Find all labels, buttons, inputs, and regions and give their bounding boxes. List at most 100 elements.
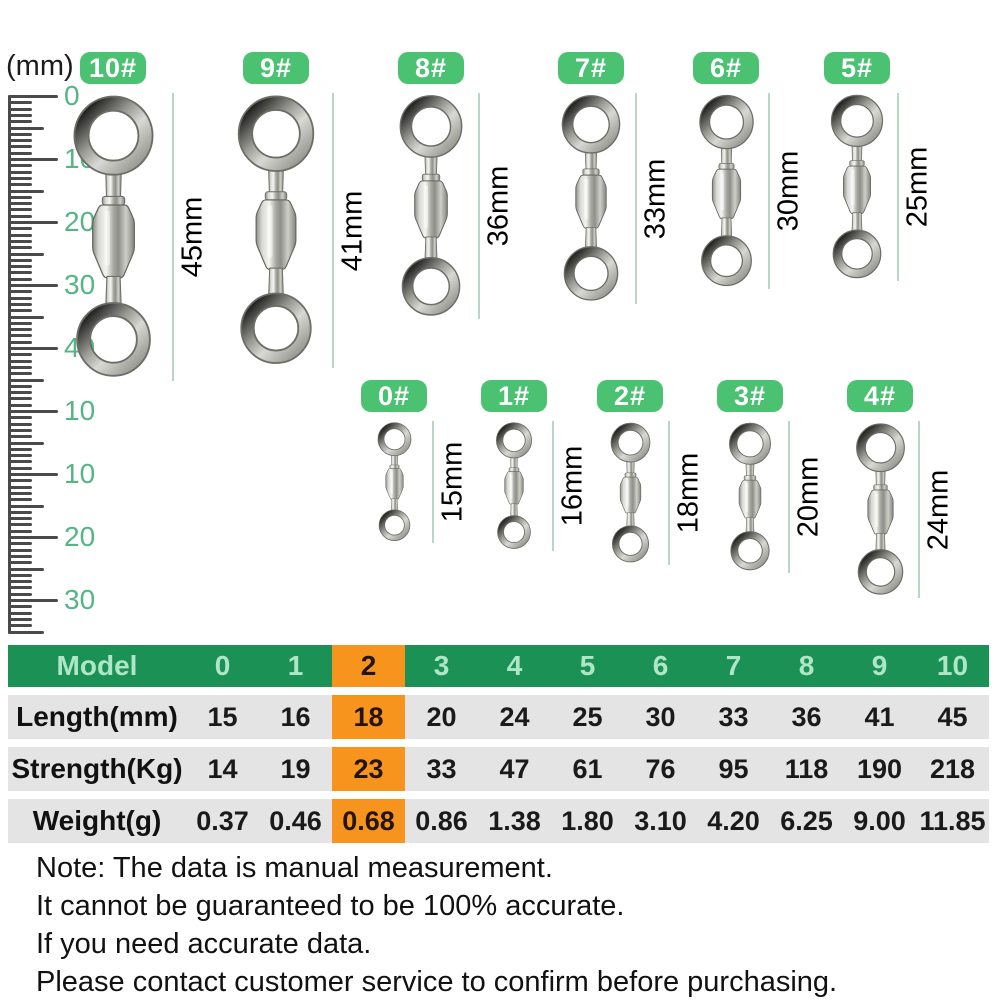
ruler-tick: [8, 561, 32, 565]
ruler-tick: [8, 302, 32, 306]
ruler-tick: [8, 403, 32, 407]
ruler-tick: [8, 498, 32, 502]
ruler-tick: [8, 353, 32, 357]
length-label: 15mm: [436, 441, 469, 523]
ruler-tick: [8, 592, 32, 596]
table-cell: 1.38: [478, 799, 551, 843]
table-cell: 3.10: [624, 799, 697, 843]
table-header-cell: 9: [843, 645, 916, 687]
ruler-tick: [8, 315, 44, 319]
ruler-tick: [8, 504, 44, 508]
table-cell: 45: [916, 695, 989, 739]
ruler-tick: [8, 359, 32, 363]
ruler-tick: [8, 529, 32, 533]
ruler-tick: [8, 252, 44, 256]
ruler-tick: [8, 120, 32, 124]
ruler-tick: [8, 567, 44, 571]
measure-line: [897, 93, 899, 281]
row-label: Weight(g): [8, 799, 186, 843]
ruler-tick: [8, 365, 32, 369]
ruler-tick: [8, 214, 32, 218]
swivel-image: [73, 95, 153, 377]
length-label: 41mm: [336, 190, 369, 271]
ruler-tick: [8, 113, 32, 117]
ruler-tick: [8, 290, 32, 294]
note-line: If you need accurate data.: [36, 928, 372, 960]
measure-line: [478, 93, 480, 319]
ruler-tick: [8, 466, 32, 470]
ruler-tick: [8, 202, 32, 206]
table-cell: 118: [770, 747, 843, 791]
measure-line: [552, 421, 554, 551]
ruler-tick: [8, 309, 32, 313]
measure-line: [332, 93, 334, 368]
length-label: 36mm: [482, 165, 515, 247]
size-badge: 3#: [717, 380, 783, 412]
spec-table: Model 0 1 2 3 4 5 6 7 8 9 10 Length(mm) 15 16 18 20 24 25 3…: [8, 645, 989, 851]
note-line: Note: The data is manual measurement.: [36, 852, 553, 884]
ruler-spine: [8, 95, 11, 634]
table-cell: 1.80: [551, 799, 624, 843]
note-line: Please contact customer service to confi…: [36, 966, 838, 998]
ruler-tick: [8, 573, 32, 577]
ruler-tick: [8, 340, 32, 344]
table-header-cell: 5: [551, 645, 624, 687]
table-cell: 33: [405, 747, 478, 791]
size-badge: 6#: [693, 52, 759, 84]
ruler-tick: [8, 384, 32, 388]
ruler-tick: [8, 170, 32, 174]
ruler-tick: [8, 536, 58, 539]
table-header-row: Model 0 1 2 3 4 5 6 7 8 9 10: [8, 645, 989, 687]
swivel-figure: 1# 16mm: [481, 380, 592, 551]
ruler-tick: [8, 580, 32, 584]
table-header-cell: 6: [624, 645, 697, 687]
ruler-tick: [8, 422, 32, 426]
ruler-label: 20: [64, 206, 96, 237]
ruler-tick: [8, 126, 44, 130]
ruler-tick: [8, 611, 32, 615]
ruler-tick: [8, 151, 32, 155]
ruler-tick: [8, 605, 32, 609]
swivel-image: [830, 94, 884, 279]
ruler-tick: [8, 447, 32, 451]
table-cell: 23: [332, 747, 405, 791]
table-cell: 0.46: [259, 799, 332, 843]
ruler-tick: [8, 586, 32, 590]
ruler-tick: [8, 542, 32, 546]
ruler-tick: [8, 378, 44, 382]
length-label: 20mm: [792, 456, 825, 538]
length-label: 33mm: [639, 158, 672, 239]
ruler-tick: [8, 630, 44, 634]
ruler-tick: [8, 491, 32, 495]
ruler-tick: [8, 296, 32, 300]
ruler-label: 0: [64, 80, 80, 111]
swivel-image: [496, 422, 532, 549]
ruler-tick: [8, 132, 32, 136]
row-label: Strength(Kg): [8, 747, 186, 791]
size-badge: 5#: [824, 52, 890, 84]
table-row: Strength(Kg) 14 19 23 33 47 61 76 95 118 190 218: [8, 747, 989, 791]
ruler-tick: [8, 195, 32, 199]
table-header-cell: 4: [478, 645, 551, 687]
ruler-tick: [8, 164, 32, 168]
ruler-tick: [8, 265, 32, 269]
table-cell: 18: [332, 695, 405, 739]
length-label: 24mm: [922, 469, 955, 550]
ruler-tick: [8, 139, 32, 143]
table-cell: 24: [478, 695, 551, 739]
ruler-tick: [8, 271, 32, 275]
swivel-figure: 7# 33mm: [552, 52, 675, 304]
swivel-figure: 4# 24mm: [847, 380, 958, 598]
length-label: 45mm: [176, 196, 208, 278]
ruler-tick: [8, 617, 32, 621]
ruler-tick: [8, 479, 32, 483]
table-cell: 61: [551, 747, 624, 791]
ruler-tick: [8, 208, 32, 212]
table-header-cell: 10: [916, 645, 989, 687]
swivel-image: [855, 423, 905, 595]
ruler-tick: [8, 101, 32, 105]
table-cell: 4.20: [697, 799, 770, 843]
table-row: Weight(g) 0.37 0.46 0.68 0.86 1.38 1.80 3.10 4.2…: [8, 799, 989, 843]
table-header-cell: 7: [697, 645, 770, 687]
table-cell: 9.00: [843, 799, 916, 843]
